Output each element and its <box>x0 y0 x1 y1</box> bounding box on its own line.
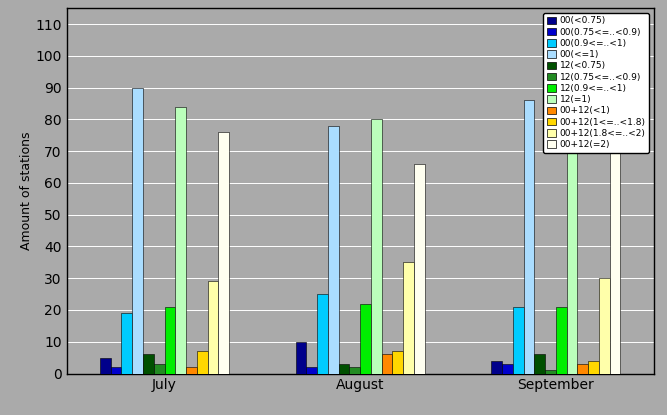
Bar <box>360 304 371 374</box>
Bar <box>207 281 218 374</box>
Bar <box>404 262 414 374</box>
Bar <box>414 164 425 374</box>
Bar <box>143 354 154 374</box>
Bar <box>306 367 317 374</box>
Bar <box>339 364 350 374</box>
Bar <box>186 367 197 374</box>
Bar <box>578 364 588 374</box>
Y-axis label: Amount of stations: Amount of stations <box>19 132 33 250</box>
Bar <box>175 107 186 374</box>
Bar <box>392 351 404 374</box>
Bar <box>513 307 524 374</box>
Bar <box>534 354 545 374</box>
Bar <box>165 307 175 374</box>
Bar <box>121 313 132 374</box>
Bar <box>566 100 578 374</box>
Bar <box>371 120 382 374</box>
Bar <box>132 88 143 374</box>
Bar <box>295 342 306 374</box>
Bar <box>100 358 111 374</box>
Bar <box>492 361 502 374</box>
Bar <box>556 307 566 374</box>
Bar <box>599 278 610 374</box>
Bar <box>545 370 556 374</box>
Bar <box>350 367 360 374</box>
Bar <box>382 354 392 374</box>
Legend: 00(<0.75), 00(0.75<=..<0.9), 00(0.9<=..<1), 00(<=1), 12(<0.75), 12(0.75<=..<0.9): 00(<0.75), 00(0.75<=..<0.9), 00(0.9<=..<… <box>544 13 649 153</box>
Bar <box>328 126 339 374</box>
Bar <box>218 132 229 374</box>
Bar <box>111 367 121 374</box>
Bar <box>610 126 620 374</box>
Bar <box>197 351 207 374</box>
Bar <box>502 364 513 374</box>
Bar <box>317 294 328 374</box>
Bar <box>524 100 534 374</box>
Bar <box>588 361 599 374</box>
Bar <box>154 364 165 374</box>
